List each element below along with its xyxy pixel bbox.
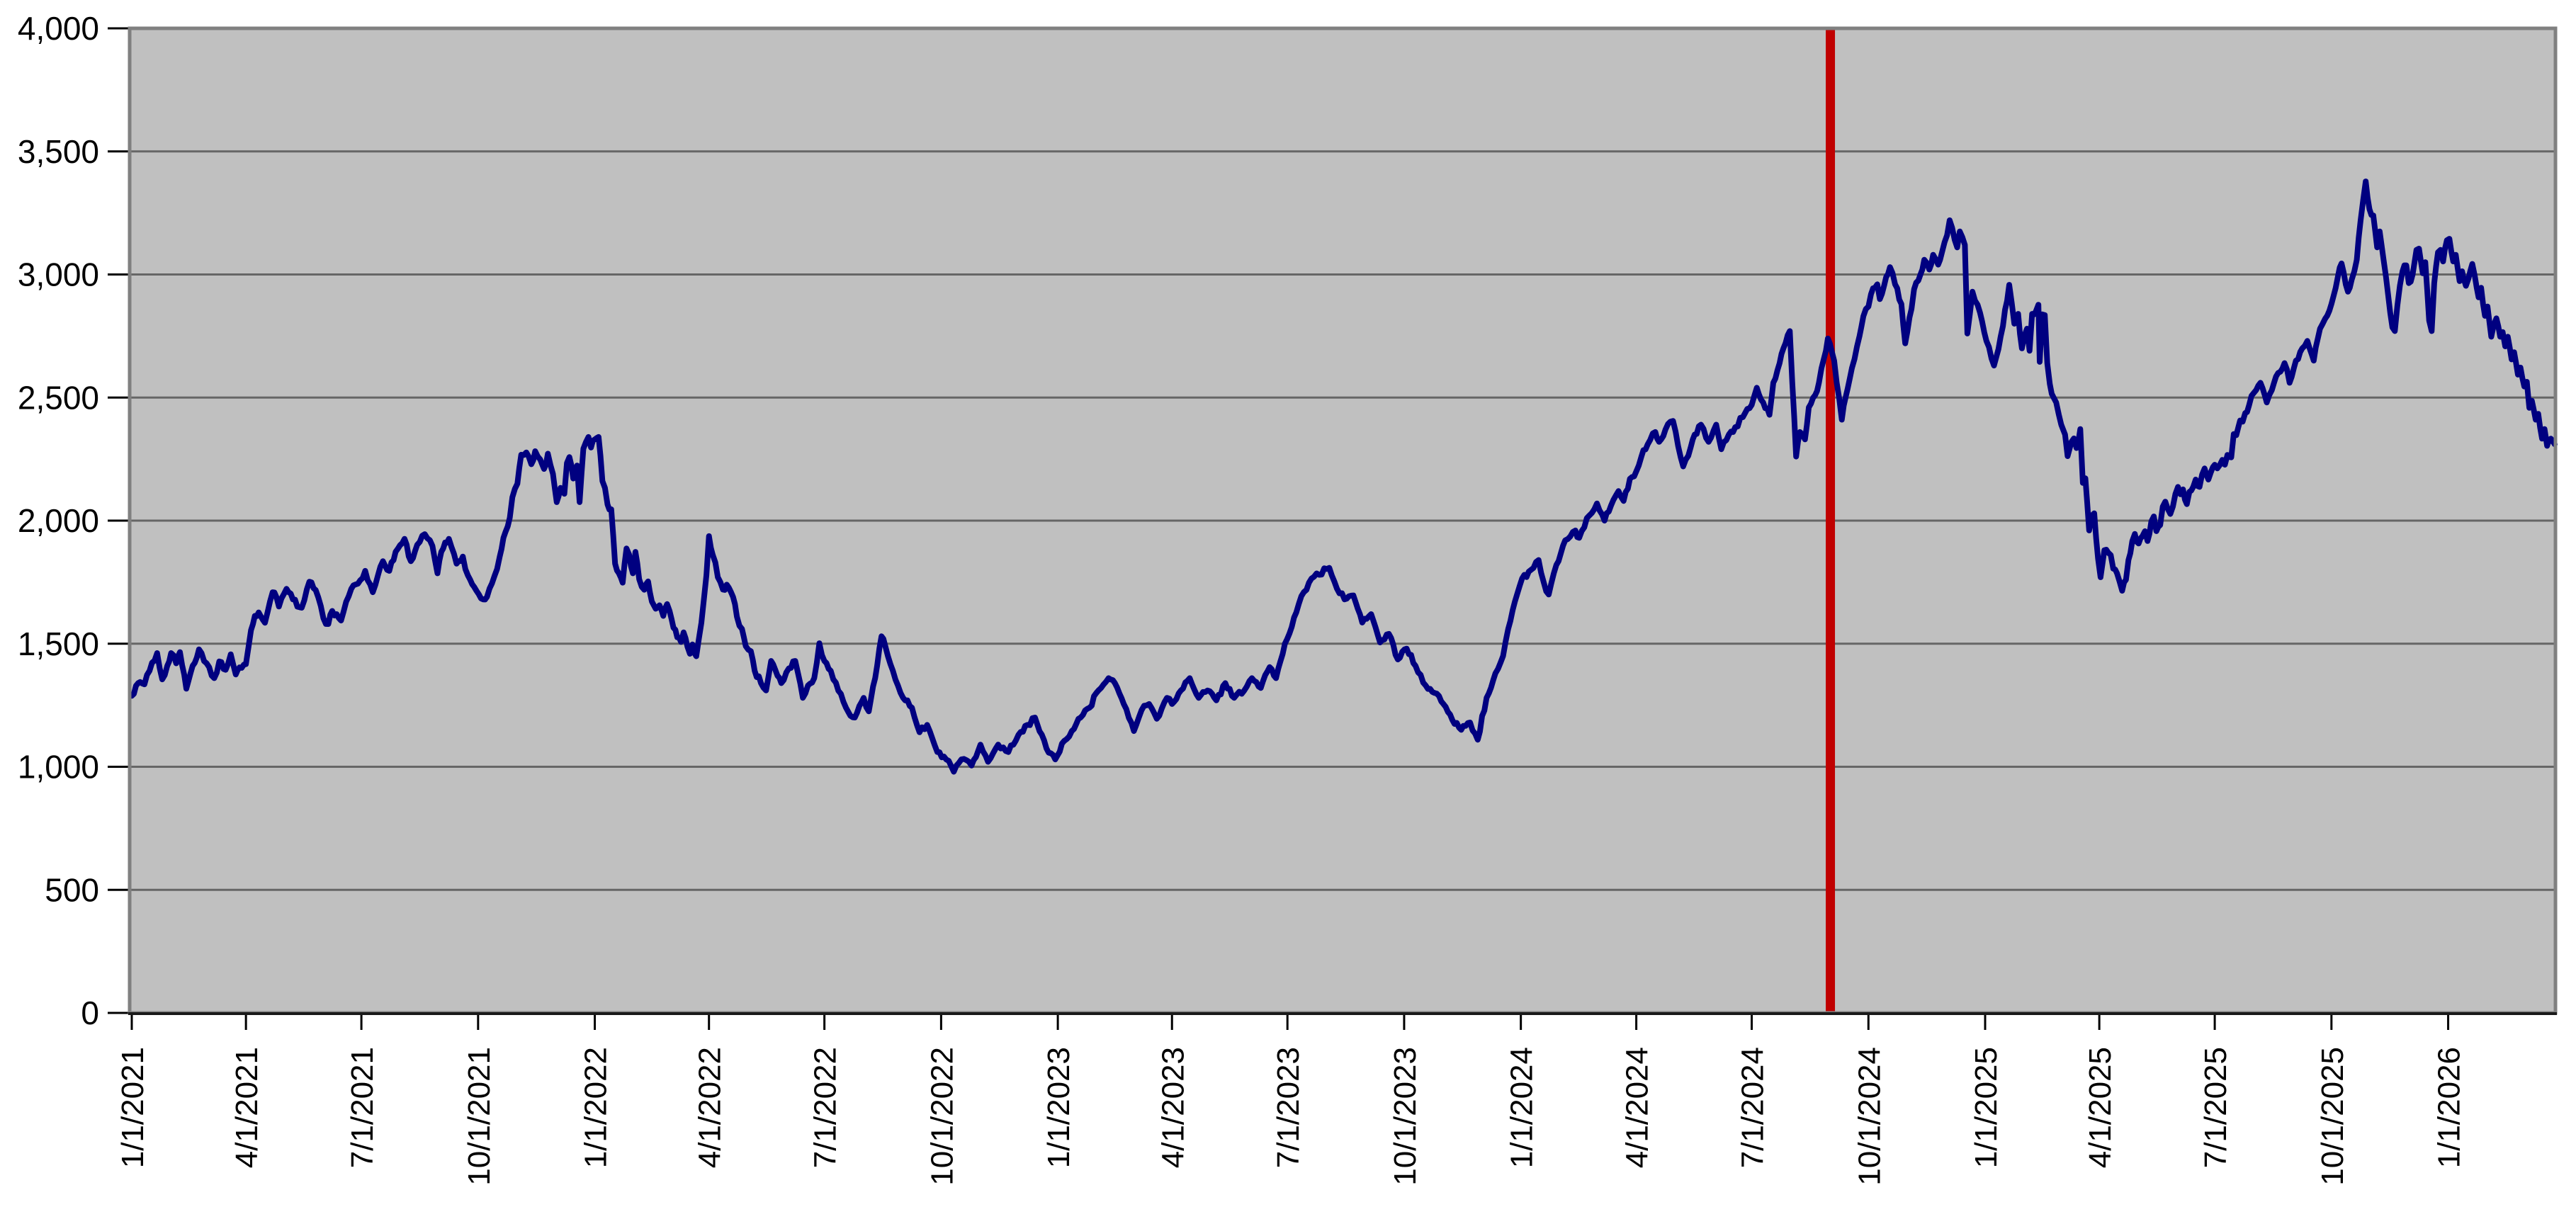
x-tick-label: 10/1/2023: [1388, 1047, 1423, 1186]
x-tick-label: 1/1/2024: [1505, 1047, 1540, 1168]
x-tick-label: 1/1/2021: [115, 1047, 150, 1168]
y-tick-label: 1,500: [18, 625, 99, 662]
x-tick-label: 7/1/2023: [1271, 1047, 1306, 1168]
y-tick-label: 2,500: [18, 379, 99, 416]
x-tick-label: 4/1/2022: [693, 1047, 728, 1168]
x-tick-label: 10/1/2022: [925, 1047, 959, 1186]
y-tick-label: 3,500: [18, 133, 99, 170]
price-line-series: [129, 178, 2558, 775]
x-tick-label: 7/1/2022: [808, 1047, 843, 1168]
x-tick-label: 7/1/2025: [2198, 1047, 2233, 1168]
gridlines: [130, 150, 2555, 891]
x-tick-label: 4/1/2021: [230, 1047, 264, 1168]
y-axis-labels: 0 500 1,000 1,500 2,000 2,500 3,000 3,500 4,000: [18, 10, 99, 1031]
x-tick-label: 1/1/2026: [2432, 1047, 2467, 1168]
x-tick-label: 1/1/2025: [1969, 1047, 2004, 1168]
y-tick-label: 3,000: [18, 256, 99, 293]
y-tick-label: 500: [45, 871, 99, 908]
y-tick-label: 2,000: [18, 502, 99, 539]
y-tick-label: 4,000: [18, 10, 99, 47]
x-axis-ticks: [130, 1013, 2450, 1030]
x-tick-label: 10/1/2024: [1852, 1047, 1887, 1186]
x-tick-label: 1/1/2022: [579, 1047, 614, 1168]
y-tick-label: 0: [81, 994, 99, 1031]
x-tick-label: 10/1/2025: [2315, 1047, 2350, 1186]
x-tick-label: 4/1/2024: [1620, 1047, 1655, 1168]
x-axis-labels: 1/1/2021 4/1/2021 7/1/2021 10/1/2021 1/1/202…: [115, 1047, 2467, 1186]
x-tick-label: 1/1/2023: [1041, 1047, 1076, 1168]
x-tick-label: 10/1/2021: [462, 1047, 497, 1186]
x-tick-label: 4/1/2023: [1156, 1047, 1190, 1168]
x-tick-label: 4/1/2025: [2083, 1047, 2118, 1168]
x-tick-label: 7/1/2024: [1736, 1047, 1770, 1168]
y-tick-label: 1,000: [18, 749, 99, 786]
x-tick-label: 7/1/2021: [345, 1047, 380, 1168]
y-axis-ticks: [108, 27, 130, 1014]
